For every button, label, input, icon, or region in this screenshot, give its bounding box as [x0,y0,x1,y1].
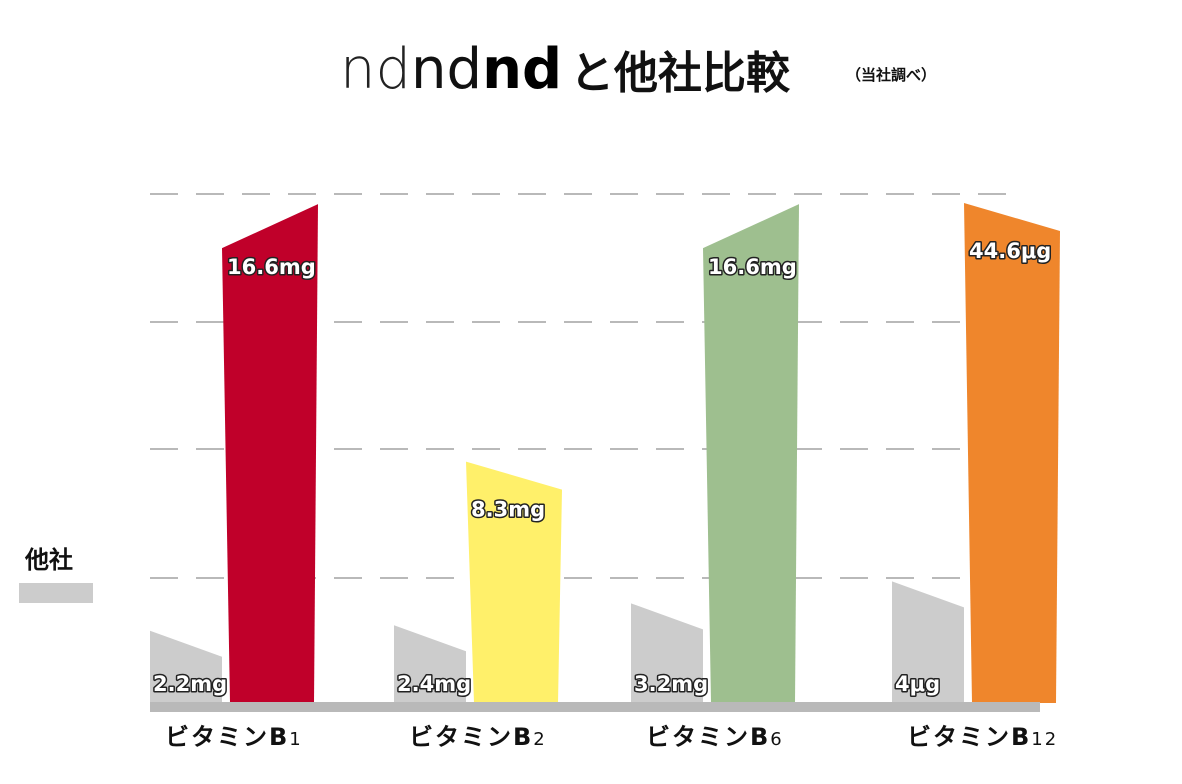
value-label-ours-1: 16.6mg [227,255,316,279]
baseline [150,702,1040,712]
bar-ours-2 [466,461,562,703]
bar-ours-4 [964,203,1060,703]
bar-other-3 [631,603,703,703]
value-label-ours-4: 44.6μg [969,239,1051,263]
title-part-thin: nd [340,37,411,102]
bar-ours-3 [703,204,799,703]
title-part-medium: nd [411,37,482,102]
category-label-4: ビタミンB12 [907,723,1058,751]
value-label-other-4: 4μg [895,672,940,696]
legend-label: 他社 [24,546,73,574]
chart-subtitle: （当社調べ） [846,66,936,84]
category-label-3: ビタミンB6 [646,723,784,751]
value-label-other-2: 2.4mg [397,672,471,696]
legend-swatch [19,583,93,603]
value-label-other-1: 2.2mg [153,672,227,696]
bar-other-1 [150,630,222,703]
bar-ours-1 [222,204,318,703]
bar-other-2 [394,625,466,703]
title-part-rest: と他社比較 [570,48,791,99]
title-part-bold: nd [482,37,562,102]
value-label-ours-2: 8.3mg [471,498,545,522]
category-label-1: ビタミンB1 [165,723,303,751]
category-labels: ビタミンB1 ビタミンB2 ビタミンB6 ビタミンB12 [165,723,1058,751]
legend: 他社 [19,546,93,603]
bar-other-4 [892,581,964,703]
chart-title: ndndnd と他社比較 [340,37,791,102]
value-label-ours-3: 16.6mg [708,255,797,279]
value-labels: 2.2mg 16.6mg 2.4mg 8.3mg 3.2mg 16.6mg 4μg 44.6μ… [152,238,1053,698]
value-label-other-3: 3.2mg [634,672,708,696]
bars [150,203,1060,703]
category-label-2: ビタミンB2 [409,723,547,751]
